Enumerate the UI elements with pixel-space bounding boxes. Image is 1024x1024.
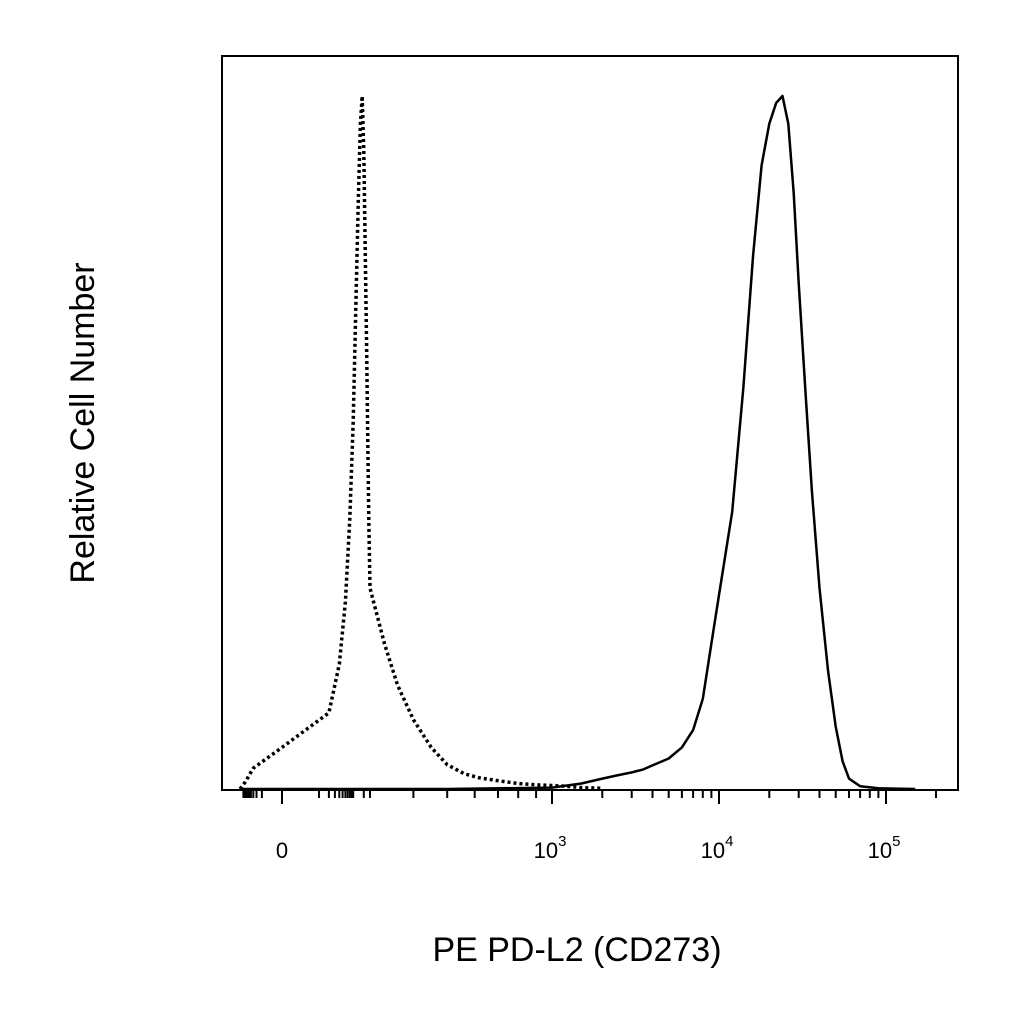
x-tick-label: 103 <box>534 833 567 863</box>
x-minor-ticks <box>242 790 937 798</box>
x-tick-labels: 0 103 104 105 <box>276 833 901 863</box>
series-stained-solid <box>240 94 916 791</box>
plot-frame <box>221 55 959 791</box>
series-layer <box>238 94 916 791</box>
x-tick-label: 104 <box>701 833 734 863</box>
y-axis-title: Relative Cell Number <box>64 262 102 583</box>
series-control-dotted <box>238 94 603 791</box>
x-major-ticks <box>281 790 887 804</box>
x-tick-label: 105 <box>868 833 901 863</box>
x-axis-title: PE PD-L2 (CD273) <box>432 931 721 969</box>
x-tick-label: 0 <box>276 838 288 863</box>
